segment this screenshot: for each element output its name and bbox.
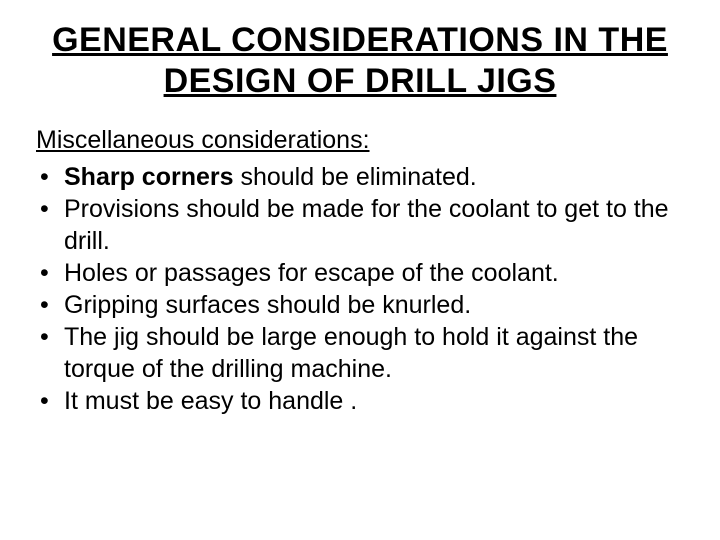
list-item-text: should be eliminated. <box>234 163 477 191</box>
list-item-text: Holes or passages for escape of the cool… <box>64 259 559 287</box>
list-item: Sharp corners should be eliminated. <box>36 161 692 193</box>
list-item: Holes or passages for escape of the cool… <box>36 257 692 289</box>
list-item-text: Provisions should be made for the coolan… <box>64 195 669 255</box>
list-item: Provisions should be made for the coolan… <box>36 193 692 257</box>
list-item-text: The jig should be large enough to hold i… <box>64 323 638 383</box>
section-subtitle: Miscellaneous considerations: <box>28 126 692 155</box>
page-title: GENERAL CONSIDERATIONS IN THE DESIGN OF … <box>28 20 692 102</box>
bullet-list: Sharp corners should be eliminated. Prov… <box>28 161 692 417</box>
list-item: It must be easy to handle . <box>36 385 692 417</box>
list-item: The jig should be large enough to hold i… <box>36 321 692 385</box>
list-item-text: Gripping surfaces should be knurled. <box>64 291 471 319</box>
list-item-bold: Sharp corners <box>64 163 234 191</box>
list-item-text: It must be easy to handle . <box>64 387 357 415</box>
list-item: Gripping surfaces should be knurled. <box>36 289 692 321</box>
